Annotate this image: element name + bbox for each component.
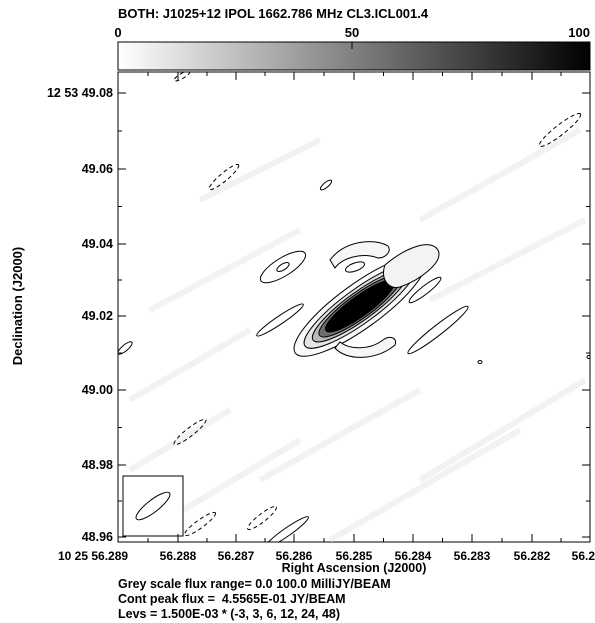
- chart-title: BOTH: J1025+12 IPOL 1662.786 MHz CL3.ICL…: [118, 6, 429, 21]
- x-tick-label: 56.282: [514, 549, 551, 563]
- y-tick-label: 12 53 49.08: [47, 86, 113, 100]
- footer-contour-levels: Levs = 1.500E-03 * (-3, 3, 6, 12, 24, 48…: [118, 607, 341, 621]
- x-tick-label: 56.287: [218, 549, 255, 563]
- x-tick-label: 56.286: [276, 549, 313, 563]
- y-tick-label: 49.04: [82, 237, 113, 251]
- y-tick-label: 48.96: [82, 530, 113, 544]
- y-tick-label: 49.06: [82, 162, 113, 176]
- y-axis: 12 53 49.08 49.06 49.04 49.02 49.00 48.9…: [10, 86, 113, 544]
- x-axis-label: Right Ascension (J2000): [282, 561, 427, 575]
- colorbar: 0 50 100: [114, 25, 591, 71]
- contour-layer: [118, 72, 590, 542]
- colorbar-tick-label: 100: [568, 25, 590, 40]
- x-tick-label: 56.283: [454, 549, 491, 563]
- x-tick-label: 56.285: [336, 549, 373, 563]
- y-axis-label: Declination (J2000): [10, 247, 25, 366]
- beam-box: [122, 475, 184, 537]
- colorbar-gradient: [117, 41, 591, 71]
- y-tick-label: 48.98: [82, 458, 113, 472]
- x-tick-label: 56.284: [395, 549, 432, 563]
- footer-greyscale-range: Grey scale flux range= 0.0 100.0 MilliJY…: [118, 577, 391, 591]
- x-tick-label: 56.281: [572, 549, 595, 563]
- colorbar-tick-label: 50: [345, 25, 359, 40]
- colorbar-tick-label: 0: [114, 25, 121, 40]
- y-tick-label: 49.02: [82, 309, 113, 323]
- beam-ellipse: [135, 491, 171, 521]
- y-tick-label: 49.00: [82, 383, 113, 397]
- x-tick-label: 56.288: [160, 549, 197, 563]
- x-tick-label: 10 25 56.289: [58, 549, 128, 563]
- footer-peak-flux: Cont peak flux = 4.5565E-01 JY/BEAM: [118, 592, 346, 606]
- x-axis: 10 25 56.289 56.288 56.287 56.286 56.285…: [58, 549, 595, 575]
